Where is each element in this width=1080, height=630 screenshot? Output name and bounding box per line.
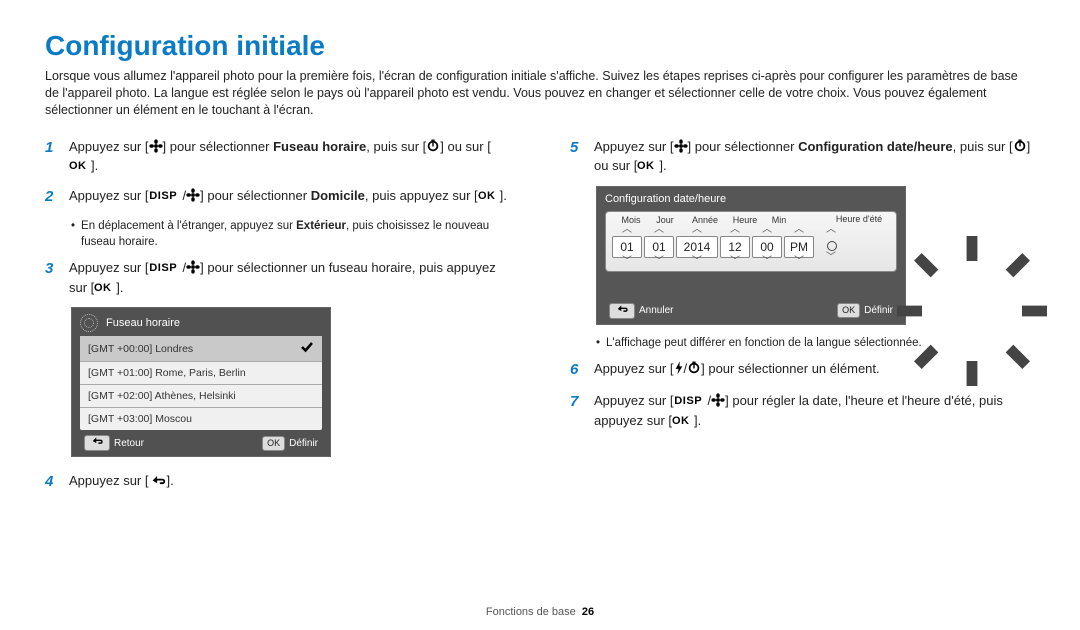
chevron-up-icon[interactable]: ︿ [762, 226, 772, 236]
step-text: Appuyez sur []. [69, 471, 174, 494]
ok-icon [94, 280, 116, 294]
page-title: Configuration initiale [45, 30, 1035, 62]
ok-icon [672, 413, 694, 427]
flash-icon [674, 361, 684, 375]
step-1: 1 Appuyez sur [] pour sélectionner Fusea… [45, 137, 510, 176]
step-number: 4 [45, 471, 59, 494]
chevron-down-icon[interactable]: ﹀ [622, 258, 632, 268]
timezone-title: Fuseau horaire [106, 317, 180, 329]
timezone-item[interactable]: [GMT +00:00] Londres [80, 336, 322, 362]
minute-stepper[interactable]: ︿ 00 ﹀ [752, 226, 782, 268]
chevron-up-icon[interactable]: ︿ [654, 226, 664, 236]
chevron-up-icon[interactable]: ︿ [826, 226, 836, 236]
ampm-stepper[interactable]: ︿ PM ﹀ [784, 226, 814, 268]
timer-icon [426, 139, 440, 153]
step-number: 6 [570, 359, 584, 382]
chevron-up-icon[interactable]: ︿ [622, 226, 632, 236]
disp-icon [149, 261, 183, 275]
chevron-down-icon[interactable]: ﹀ [794, 258, 804, 268]
chevron-up-icon[interactable]: ︿ [730, 226, 740, 236]
chevron-down-icon[interactable]: ﹀ [730, 258, 740, 268]
dst-toggle[interactable]: ︿ ﹀ [816, 226, 846, 268]
step-2-sub: En déplacement à l'étranger, appuyez sur… [71, 218, 510, 250]
flower-icon [674, 139, 688, 153]
globe-icon [80, 314, 98, 332]
step-7: 7 Appuyez sur [/] pour régler la date, l… [570, 391, 1035, 430]
datetime-title: Configuration date/heure [605, 193, 897, 205]
timezone-panel: Fuseau horaire [GMT +00:00] Londres [GMT… [71, 307, 331, 457]
timezone-item[interactable]: [GMT +01:00] Rome, Paris, Berlin [80, 362, 322, 385]
page-footer: Fonctions de base 26 [0, 606, 1080, 618]
check-icon [300, 341, 314, 356]
disp-icon [674, 394, 708, 408]
datetime-panel: Configuration date/heure Mois Jour Année… [596, 186, 906, 325]
step-number: 7 [570, 391, 584, 430]
step-4: 4 Appuyez sur []. [45, 471, 510, 494]
step-number: 2 [45, 186, 59, 209]
left-column: 1 Appuyez sur [] pour sélectionner Fusea… [45, 137, 510, 504]
step-text: Appuyez sur [/] pour sélectionner un fus… [69, 258, 510, 297]
ok-icon [478, 188, 500, 202]
chevron-down-icon[interactable]: ﹀ [692, 258, 702, 268]
timezone-item[interactable]: [GMT +02:00] Athènes, Helsinki [80, 385, 322, 408]
chevron-down-icon[interactable]: ﹀ [762, 258, 772, 268]
chevron-up-icon[interactable]: ︿ [692, 226, 702, 236]
year-stepper[interactable]: ︿ 2014 ﹀ [676, 226, 718, 268]
back-button[interactable]: Retour [84, 435, 144, 451]
ok-icon [637, 159, 659, 173]
step-text: Appuyez sur [/] pour régler la date, l'h… [594, 391, 1035, 430]
step-text: Appuyez sur [] pour sélectionner Fuseau … [69, 137, 510, 176]
timezone-item[interactable]: [GMT +03:00] Moscou [80, 408, 322, 430]
timezone-list: [GMT +00:00] Londres [GMT +01:00] Rome, … [80, 336, 322, 430]
step-text: Appuyez sur [/] pour sélectionner Domici… [69, 186, 507, 209]
step-number: 3 [45, 258, 59, 297]
timer-icon [1013, 139, 1027, 153]
day-stepper[interactable]: ︿ 01 ﹀ [644, 226, 674, 268]
hour-stepper[interactable]: ︿ 12 ﹀ [720, 226, 750, 268]
flower-icon [186, 188, 200, 202]
timer-icon [687, 361, 701, 375]
cancel-button[interactable]: Annuler [609, 303, 673, 319]
step-5: 5 Appuyez sur [] pour sélectionner Confi… [570, 137, 1035, 176]
chevron-down-icon[interactable]: ﹀ [654, 258, 664, 268]
month-stepper[interactable]: ︿ 01 ﹀ [612, 226, 642, 268]
flower-icon [711, 393, 725, 407]
sun-icon [822, 236, 840, 254]
step-2: 2 Appuyez sur [/] pour sélectionner Domi… [45, 186, 510, 209]
step-number: 1 [45, 137, 59, 176]
set-button[interactable]: OK Définir [262, 436, 318, 451]
step-number: 5 [570, 137, 584, 176]
right-column: 5 Appuyez sur [] pour sélectionner Confi… [570, 137, 1035, 504]
step-3: 3 Appuyez sur [/] pour sélectionner un f… [45, 258, 510, 297]
ok-icon [69, 159, 91, 173]
chevron-up-icon[interactable]: ︿ [794, 226, 804, 236]
step-text: Appuyez sur [] pour sélectionner Configu… [594, 137, 1035, 176]
flower-icon [149, 139, 163, 153]
flower-icon [186, 260, 200, 274]
intro-text: Lorsque vous allumez l'appareil photo po… [45, 68, 1035, 119]
back-icon [149, 474, 167, 488]
disp-icon [149, 188, 183, 202]
